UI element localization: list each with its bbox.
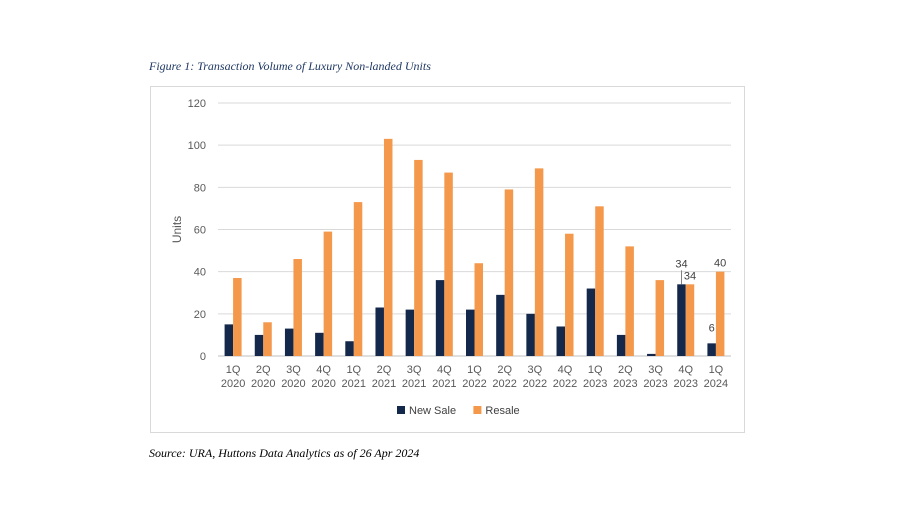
y-tick-label: 60 [194,225,206,237]
x-tick-label: 4Q [558,364,573,376]
x-tick-label: 3Q [528,364,543,376]
bar-resale [414,159,423,356]
x-tick-label: 2021 [372,378,396,390]
bar-new-sale [284,328,294,356]
bar-resale [293,259,302,356]
y-tick-label: 100 [188,140,206,152]
bar-new-sale [556,326,566,356]
legend-label-resale: Resale [485,405,519,417]
bar-new-sale [647,353,656,356]
legend-label-new-sale: New Sale [409,405,456,417]
x-tick-label: 1Q [709,364,724,376]
bar-resale [323,231,333,356]
x-tick-label: 2023 [643,378,667,390]
legend-swatch-resale [473,406,482,414]
bar-new-sale [496,294,505,356]
bar-new-sale [345,341,354,356]
x-tick-label: 2020 [221,378,245,390]
y-tick-label: 20 [194,309,206,321]
bar-resale [233,277,242,356]
x-tick-label: 4Q [316,364,331,376]
x-tick-label: 1Q [467,364,482,376]
bar-new-sale [254,334,264,356]
bar-resale [353,202,363,356]
y-tick-label: 0 [200,351,206,363]
source-note: Source: URA, Huttons Data Analytics as o… [149,446,420,460]
x-tick-label: 1Q [588,364,603,376]
bar-resale [474,263,483,356]
x-tick-label: 2020 [251,378,275,390]
x-tick-label: 4Q [437,364,452,376]
x-tick-label: 2021 [342,378,366,390]
x-tick-label: 2Q [497,364,512,376]
bar-new-sale [707,343,716,356]
x-tick-label: 3Q [407,364,422,376]
bar-resale [534,168,544,356]
x-tick-label: 3Q [286,364,301,376]
bar-resale [383,138,393,356]
x-tick-label: 2021 [402,378,426,390]
x-tick-label: 2022 [462,378,486,390]
bar-resale [565,233,574,356]
x-tick-label: 2023 [583,378,607,390]
x-tick-label: 2Q [618,364,633,376]
y-tick-label: 80 [194,182,206,194]
bar-new-sale [224,324,234,356]
bar-resale [263,322,272,356]
x-tick-label: 2022 [523,378,547,390]
bar-resale [685,284,695,356]
x-tick-label: 4Q [678,364,693,376]
x-tick-label: 2023 [613,378,637,390]
bar-resale [655,280,665,356]
bar-resale [595,206,604,356]
x-tick-label: 2023 [673,378,697,390]
bar-resale [625,246,634,356]
chart-container: 0 20 40 60 80 100 120 Units 1Q 2020 2Q 2020 3Q 2020 4Q… [150,86,745,433]
x-tick-label: 2020 [311,378,335,390]
data-label: 40 [714,258,726,270]
bar-new-sale [616,334,626,356]
x-tick-label: 2024 [704,378,728,390]
bar-new-sale [466,309,475,356]
bar-new-sale [405,309,415,356]
x-tick-label: 2020 [281,378,305,390]
data-label: 34 [675,258,687,270]
bar-new-sale [435,280,445,356]
data-label: 34 [684,270,696,282]
x-tick-label: 2Q [256,364,271,376]
bar-new-sale [375,307,384,356]
bar-resale [715,271,725,356]
bar-chart: 0 20 40 60 80 100 120 Units 1Q 2020 2Q 2020 3Q 2020 4Q… [170,98,731,417]
y-tick-label: 40 [194,267,206,279]
legend-swatch-new-sale [397,406,405,414]
x-tick-label: 1Q [346,364,361,376]
x-tick-label: 2022 [553,378,577,390]
x-tick-label: 2Q [377,364,392,376]
bar-new-sale [586,288,596,356]
y-tick-label: 120 [188,98,206,110]
bar-new-sale [526,313,535,356]
bar-new-sale [315,332,324,356]
x-tick-label: 1Q [226,364,241,376]
bar-resale [504,189,514,356]
x-tick-label: 2021 [432,378,456,390]
y-axis-label: Units [170,216,184,243]
x-tick-label: 3Q [648,364,663,376]
figure-caption: Figure 1: Transaction Volume of Luxury N… [149,59,431,73]
x-tick-label: 2022 [492,378,516,390]
data-label: 6 [709,322,715,334]
bar-resale [444,172,453,356]
bar-new-sale [677,284,686,356]
